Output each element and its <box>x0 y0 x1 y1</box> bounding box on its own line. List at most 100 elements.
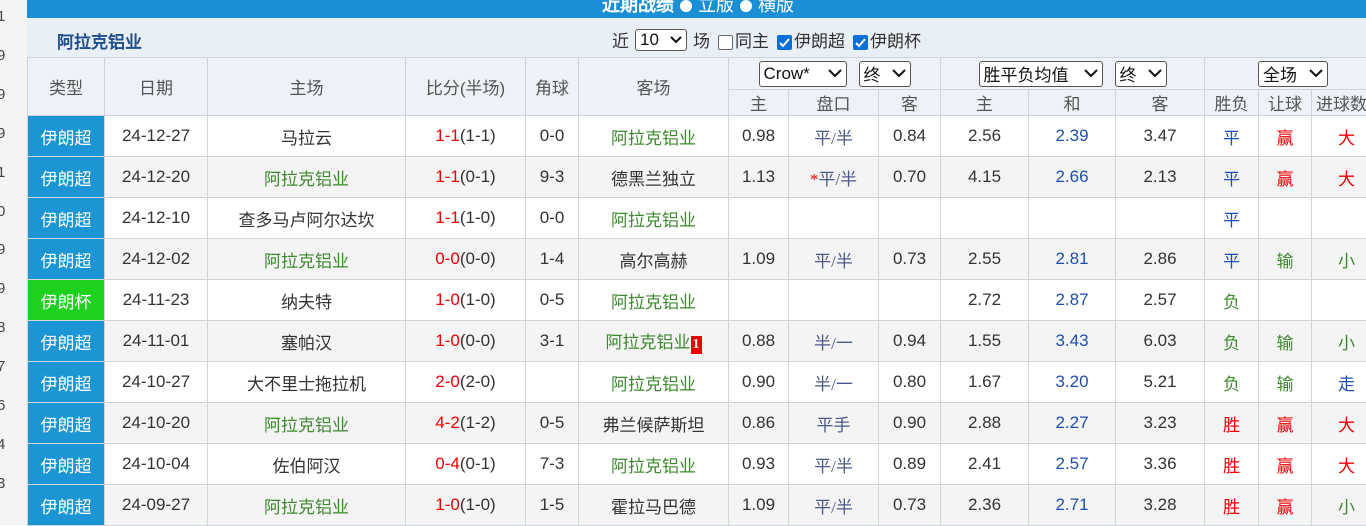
count-select[interactable]: 10 <box>635 29 687 51</box>
select[interactable]: 胜平负均值 <box>979 61 1103 87</box>
home-odds: 1.13 <box>729 157 789 198</box>
select-header: 胜平负均值终 <box>941 58 1205 90</box>
goals-result: 小 <box>1312 321 1366 362</box>
checkbox[interactable] <box>853 35 868 50</box>
select[interactable]: 全场 <box>1258 61 1328 87</box>
checkbox-label: 伊朗杯 <box>870 32 921 51</box>
win-loss: 胜 <box>1205 485 1259 526</box>
column-header: 类型 <box>28 58 105 116</box>
avg-away: 3.23 <box>1116 403 1205 444</box>
half-score: (0-0) <box>460 249 496 268</box>
win-loss: 平 <box>1205 198 1259 239</box>
date: 24-12-27 <box>105 116 208 157</box>
filter-suffix: 场 <box>693 27 710 52</box>
score: 1-1(1-1) <box>406 116 526 157</box>
chevron <box>1309 69 1323 78</box>
goals-result <box>1312 280 1366 321</box>
away-team: 弗兰候萨斯坦 <box>579 403 729 444</box>
full-score: 0-0 <box>435 249 460 268</box>
away-team: 阿拉克铝业 <box>579 444 729 485</box>
date: 24-12-10 <box>105 198 208 239</box>
home-team: 阿拉克铝业 <box>208 403 406 444</box>
filter-prefix: 近 <box>612 27 629 52</box>
away-team: 霍拉马巴德 <box>579 485 729 526</box>
score: 2-0(2-0) <box>406 362 526 403</box>
date: 24-10-27 <box>105 362 208 403</box>
win-loss: 胜 <box>1205 403 1259 444</box>
goals-result: 大 <box>1312 444 1366 485</box>
avg-draw <box>1029 198 1116 239</box>
chevron <box>828 69 842 78</box>
half-score: (0-1) <box>460 167 496 186</box>
away-odds: 0.70 <box>879 157 941 198</box>
handicap-result: 输 <box>1259 362 1312 403</box>
home-team: 马拉云 <box>208 116 406 157</box>
radio[interactable] <box>680 0 692 12</box>
home-team: 阿拉克铝业 <box>208 157 406 198</box>
select-group: 全场 <box>1205 61 1366 87</box>
avg-draw: 3.20 <box>1029 362 1116 403</box>
date: 24-11-23 <box>105 280 208 321</box>
goals-result <box>1312 198 1366 239</box>
radio-label[interactable]: 横版 <box>758 0 794 15</box>
radio-label[interactable]: 立版 <box>698 0 734 15</box>
home-odds <box>729 198 789 239</box>
sub-header: 主 <box>729 90 789 116</box>
half-score: (1-1) <box>460 126 496 145</box>
title-group: 近期战绩立版横版 <box>602 0 794 17</box>
date: 24-12-02 <box>105 239 208 280</box>
league: 伊朗超 <box>28 403 105 444</box>
checkbox[interactable] <box>718 35 733 50</box>
home-odds: 0.98 <box>729 116 789 157</box>
handicap-result <box>1259 198 1312 239</box>
corners: 3-1 <box>526 321 579 362</box>
handicap-result: 赢 <box>1259 485 1312 526</box>
gutter-digit: 9 <box>0 125 5 142</box>
date: 24-10-04 <box>105 444 208 485</box>
checks: 同主伊朗超伊朗杯 <box>710 27 921 52</box>
score: 1-0(1-0) <box>406 280 526 321</box>
chevron <box>670 36 682 44</box>
select[interactable]: 终 <box>859 61 911 87</box>
gutter-digit: 6 <box>0 397 5 414</box>
chevron <box>1148 69 1162 78</box>
select-group: Crow* 终 <box>729 61 940 87</box>
avg-away: 5.21 <box>1116 362 1205 403</box>
select-value: 终 <box>1120 61 1137 86</box>
avg-draw: 3.43 <box>1029 321 1116 362</box>
home-team: 阿拉克铝业 <box>208 485 406 526</box>
away-odds: 0.94 <box>879 321 941 362</box>
gutter-digit: 1 <box>0 164 5 181</box>
check-mark <box>854 36 867 49</box>
gutter-digit: 9 <box>0 86 5 103</box>
handicap-result: 输 <box>1259 321 1312 362</box>
avg-away: 2.13 <box>1116 157 1205 198</box>
home-odds: 0.86 <box>729 403 789 444</box>
filter: 近 10 场 同主伊朗超伊朗杯 <box>612 27 921 52</box>
radio[interactable] <box>740 0 752 12</box>
half-score: (1-0) <box>460 208 496 227</box>
chevron <box>892 69 906 78</box>
select[interactable]: Crow* <box>759 61 847 87</box>
win-loss: 胜 <box>1205 444 1259 485</box>
select[interactable]: 终 <box>1115 61 1167 87</box>
home-team: 纳夫特 <box>208 280 406 321</box>
league: 伊朗超 <box>28 157 105 198</box>
corners: 7-3 <box>526 444 579 485</box>
half-score: (0-0) <box>460 331 496 350</box>
score: 1-0(0-0) <box>406 321 526 362</box>
checkbox[interactable] <box>777 35 792 50</box>
handicap <box>789 198 879 239</box>
avg-away <box>1116 198 1205 239</box>
win-loss: 平 <box>1205 116 1259 157</box>
away-team: 德黑兰独立 <box>579 157 729 198</box>
full-score: 1-0 <box>435 495 460 514</box>
home-odds: 0.88 <box>729 321 789 362</box>
team-row: 阿拉克铝业 近 10 场 同主伊朗超伊朗杯 <box>27 18 1366 57</box>
handicap-result: 赢 <box>1259 444 1312 485</box>
goals-result: 大 <box>1312 157 1366 198</box>
avg-home: 1.55 <box>941 321 1029 362</box>
